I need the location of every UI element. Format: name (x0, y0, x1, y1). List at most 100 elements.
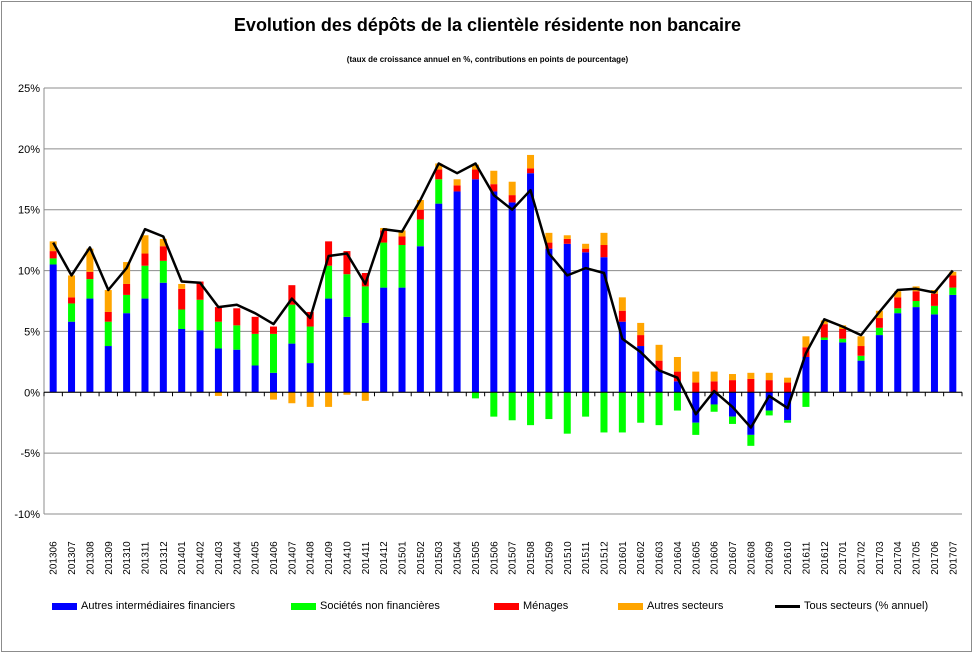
x-tick-label: 201309 (104, 541, 115, 575)
bar-segment (251, 365, 259, 393)
bar-segment (857, 346, 865, 356)
bar-segment (784, 382, 792, 393)
bar-segment (233, 308, 241, 326)
bar-segment (582, 252, 590, 393)
bar-segment (747, 392, 755, 435)
bar-segment (637, 322, 645, 336)
x-tick-label: 201612 (820, 541, 831, 575)
bar-segment (380, 287, 388, 393)
bar-segment (416, 219, 424, 247)
bar-segment (857, 355, 865, 361)
legend-swatch (52, 602, 77, 610)
bar-segment (68, 297, 76, 304)
legend-label: Tous secteurs (% annuel) (804, 600, 929, 612)
legend-swatch (494, 602, 519, 610)
bar-segment (49, 251, 57, 259)
bar-segment (912, 291, 920, 301)
legend-label: Ménages (523, 600, 569, 612)
bar-segment (361, 392, 369, 401)
x-tick-label: 201701 (838, 541, 849, 575)
x-tick-label: 201501 (398, 541, 409, 575)
bar-segment (508, 195, 516, 203)
bar-segment (820, 324, 828, 338)
bar-segment (141, 253, 149, 266)
x-tick-label: 201311 (140, 541, 151, 574)
x-tick-label: 201312 (159, 541, 170, 575)
y-tick-label: 10% (18, 266, 40, 278)
bar-segment (325, 265, 333, 299)
bar-segment (508, 392, 516, 421)
bar-segment (618, 392, 626, 433)
bar-segment (49, 241, 57, 252)
bar-segment (655, 360, 663, 371)
bar-segment (857, 360, 865, 393)
bar-segment (545, 392, 553, 420)
bar-segment (233, 325, 241, 350)
bar-segment (820, 337, 828, 340)
bar-segment (563, 238, 571, 244)
x-tick-label: 201406 (269, 541, 280, 575)
bar-segment (214, 321, 222, 349)
x-tick-label: 201602 (636, 541, 647, 575)
x-tick-label: 201610 (783, 541, 794, 575)
bar-segment (104, 311, 112, 322)
y-tick-label: 0% (24, 387, 40, 399)
x-tick-label: 201404 (232, 541, 243, 575)
bar-segment (673, 392, 681, 411)
bar-segment (159, 282, 167, 393)
bar-segment (288, 304, 296, 344)
legend-item-autres-secteurs: Autres secteurs (618, 597, 723, 615)
bar-segment (380, 242, 388, 288)
bar-segment (178, 288, 186, 310)
x-tick-label: 201605 (691, 541, 702, 575)
bar-segment (710, 371, 718, 382)
bar-segment (416, 199, 424, 210)
bar-segment (692, 371, 700, 383)
bar-segment (508, 202, 516, 393)
x-tick-label: 201705 (912, 541, 923, 575)
x-tick-label: 201411 (361, 541, 372, 574)
bar-segment (159, 246, 167, 261)
x-tick-label: 201308 (85, 541, 96, 575)
x-tick-label: 201506 (489, 541, 500, 575)
x-tick-label: 201510 (563, 541, 574, 575)
x-tick-label: 201603 (655, 541, 666, 575)
x-tick-label: 201703 (875, 541, 886, 575)
bar-segment (729, 392, 736, 417)
bar-segment (398, 287, 406, 393)
bar-segment (618, 297, 626, 311)
bar-segment (673, 381, 681, 393)
bar-segment (270, 392, 277, 400)
bar-segment (600, 232, 608, 246)
bar-segment (86, 248, 94, 272)
bar-segment (820, 339, 828, 393)
bar-segment (214, 392, 222, 396)
bar-segment (949, 287, 957, 295)
bar-segment (178, 309, 186, 329)
bar-segment (600, 392, 608, 433)
bar-segment (802, 336, 810, 348)
y-tick-label: -5% (20, 448, 40, 460)
legend-label: Sociétés non financières (320, 600, 440, 612)
bar-segment (86, 271, 94, 280)
bar-segment (86, 298, 94, 393)
bar-segment (214, 348, 222, 393)
bar-segment (600, 257, 608, 393)
legend-label: Autres secteurs (647, 600, 724, 612)
x-tick-label: 201410 (342, 541, 353, 575)
bar-segment (306, 311, 314, 327)
bar-segment (104, 346, 112, 393)
bar-segment (637, 335, 645, 347)
bar-segment (912, 301, 920, 308)
x-tick-label: 201608 (746, 541, 757, 575)
bar-segment (123, 283, 131, 295)
chart-title: Evolution des dépôts de la clientèle rés… (233, 15, 742, 35)
bar-segment (471, 164, 479, 170)
bar-segment (949, 275, 957, 288)
bar-segment (398, 245, 406, 288)
legend-label: Autres intermédiaires financiers (81, 600, 236, 612)
bar-segment (325, 241, 333, 266)
bar-segment (104, 290, 112, 312)
x-tick-label: 201401 (177, 541, 188, 575)
bar-segment (343, 274, 351, 317)
